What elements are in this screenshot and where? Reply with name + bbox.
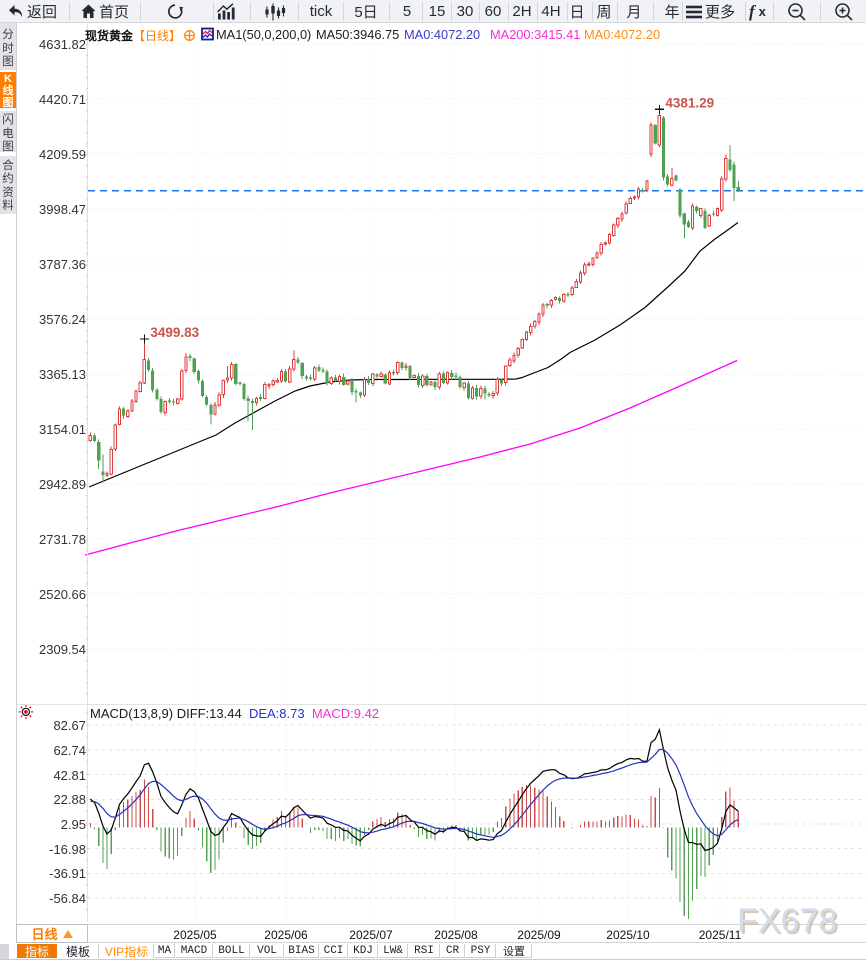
svg-text:4381.29: 4381.29: [665, 95, 714, 110]
svg-text:3499.83: 3499.83: [150, 325, 199, 340]
